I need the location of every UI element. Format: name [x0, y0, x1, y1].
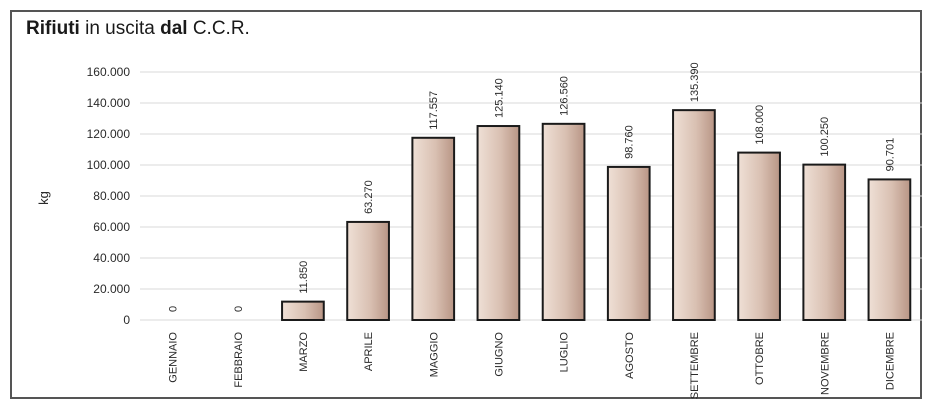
- data-label: 125.140: [493, 78, 505, 118]
- data-label: 108.000: [754, 105, 766, 145]
- x-tick-label: OTTOBRE: [754, 332, 766, 385]
- y-axis-title: kg: [36, 191, 51, 205]
- x-tick-label: SETTEMBRE: [689, 332, 701, 399]
- title-segment-2: in uscita: [85, 18, 161, 39]
- bar-luglio: [541, 122, 586, 321]
- data-label: 126.560: [559, 76, 571, 116]
- y-tick-label: 60.000: [93, 220, 130, 234]
- bar-settembre: [672, 109, 716, 322]
- x-tick-label: AGOSTO: [624, 332, 636, 379]
- y-tick-label: 160.000: [87, 65, 131, 79]
- y-tick-label: 80.000: [93, 189, 130, 203]
- data-label: 63.270: [363, 180, 375, 214]
- y-tick-label: 40.000: [93, 251, 130, 265]
- bar-novembre: [802, 163, 847, 321]
- title-segment-1: Rifiuti: [26, 18, 86, 39]
- data-label: 100.250: [819, 117, 831, 157]
- y-tick-label: 20.000: [93, 282, 130, 296]
- bar-agosto: [606, 165, 651, 321]
- x-tick-label: MAGGIO: [428, 332, 440, 378]
- title-segment-4: C.C.R.: [192, 18, 250, 39]
- y-tick-label: 0: [123, 313, 130, 327]
- data-label: 0: [168, 306, 180, 312]
- y-tick-label: 120.000: [87, 127, 131, 141]
- bar-marzo: [281, 300, 325, 322]
- data-label: 98.760: [624, 125, 636, 159]
- bar-aprile: [346, 220, 390, 321]
- bar-maggio: [411, 136, 456, 321]
- data-label: 90.701: [884, 138, 896, 172]
- bar-ottobre: [737, 151, 781, 321]
- x-tick-label: GENNAIO: [168, 332, 180, 383]
- x-tick-label: MARZO: [298, 332, 310, 372]
- data-label: 0: [233, 306, 245, 312]
- x-tick-label: LUGLIO: [559, 332, 571, 373]
- y-tick-label: 100.000: [87, 158, 131, 172]
- x-tick-label: APRILE: [363, 332, 375, 371]
- data-label: 11.850: [298, 261, 310, 294]
- x-tick-label: NOVEMBRE: [819, 332, 831, 395]
- bar-dicembre: [867, 178, 912, 321]
- data-label: 135.390: [689, 62, 701, 102]
- data-label: 117.557: [428, 91, 440, 130]
- chart-title: Rifiuti in uscita dal C.C.R.: [26, 18, 250, 40]
- x-tick-label: FEBBRAIO: [233, 332, 245, 388]
- x-tick-label: DICEMBRE: [884, 332, 896, 390]
- title-segment-3: dal: [160, 18, 193, 39]
- bar-giugno: [476, 125, 521, 321]
- y-tick-label: 140.000: [87, 96, 131, 110]
- x-tick-label: GIUGNO: [493, 332, 505, 377]
